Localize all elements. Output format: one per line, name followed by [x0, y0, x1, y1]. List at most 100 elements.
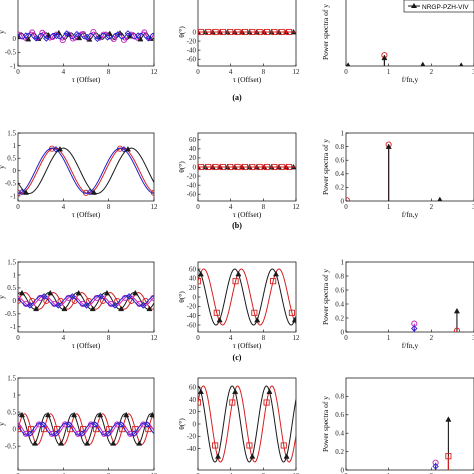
series-marker-red: [198, 28, 204, 36]
y-tick-label: 0: [341, 197, 345, 205]
x-tick-label: 12: [151, 68, 159, 76]
series-marker-red: [229, 399, 236, 406]
y-axis-label: y: [0, 165, 6, 169]
series-marker-blue: [139, 302, 147, 309]
y-tick-label: -60: [187, 191, 197, 199]
y-tick-label: 0.8: [335, 272, 344, 280]
series-marker-black: [272, 270, 280, 277]
series-marker-black: [249, 453, 256, 459]
stem-marker-black: [385, 143, 392, 149]
series-marker-blue: [73, 30, 81, 38]
x-tick-label: 0: [16, 472, 20, 474]
y-axis-label: Power spectra of y: [321, 269, 330, 325]
series-marker-magenta: [69, 35, 77, 42]
axes-frame: [17, 132, 155, 202]
series-marker-black: [123, 411, 130, 418]
series-marker-red: [232, 278, 239, 285]
y-tick-label: 0.8: [335, 143, 344, 151]
x-tick-label: 8: [107, 203, 111, 211]
series-marker-red: [270, 278, 277, 285]
x-tick-label: 4: [229, 203, 233, 211]
series-marker-red: [249, 28, 256, 36]
series-marker-blue: [120, 146, 128, 153]
series-marker-magenta: [59, 37, 66, 44]
series-marker-blue: [78, 430, 86, 437]
series-marker-black: [58, 440, 65, 446]
panel-r1-c0: 0 4 8 12 1.5 1 0.5 0 -0.5 -1 τ (Offset) y: [0, 129, 158, 219]
y-axis-label: Power spectra of y: [321, 139, 330, 195]
x-tick-label: 12: [293, 472, 301, 474]
x-tick-label: 2: [430, 334, 434, 342]
y-tick-label: 1.5: [7, 374, 16, 382]
x-tick-label: 2: [430, 203, 434, 211]
series-marker-red: [256, 163, 263, 171]
stem-marker-black: [453, 307, 460, 314]
caption-b: (b): [232, 221, 242, 230]
stem-marker-black: [381, 54, 388, 61]
series-marker-red: [212, 442, 219, 449]
x-tick-label: 0: [16, 203, 20, 211]
data-layer: [198, 163, 296, 171]
series-marker-black: [76, 34, 83, 41]
y-tick-label: -0.5: [5, 180, 17, 188]
data-layer: [432, 416, 452, 470]
x-axis-label: f/fn,y: [402, 341, 419, 350]
y-tick-label: 0.4: [335, 170, 344, 178]
legend: NRGP-PZH-VIV: [403, 0, 474, 13]
series-line-blue: [18, 422, 154, 436]
x-axis-label: f/fn,y: [402, 75, 419, 84]
y-axis-label: y: [0, 422, 6, 426]
caption-a: (a): [232, 93, 242, 102]
y-tick-label: -20: [187, 37, 197, 45]
x-tick-label: 0: [196, 472, 200, 474]
x-tick-label: 12: [151, 472, 159, 474]
x-tick-label: 0: [196, 203, 200, 211]
series-marker-magenta: [110, 35, 117, 43]
series-marker-black: [90, 189, 97, 195]
y-tick-label: -20: [187, 433, 197, 441]
data-layer: [18, 289, 154, 312]
y-tick-label: 0: [193, 28, 197, 36]
panel-r1-c2: 0 1 2 3 1 0.8 0.6 0.4 0.2 0 f/fn,y Power spectra of…: [321, 129, 474, 219]
series-marker-blue: [69, 293, 76, 300]
data-layer: [18, 28, 154, 44]
panel-r0-c1: 0 4 8 120-20-40-60τ (Offset)θ(°): [177, 0, 300, 84]
data-layer: [198, 268, 296, 326]
series-marker-black: [132, 289, 139, 296]
series-marker-blue: [39, 421, 47, 428]
series-marker-blue: [52, 430, 60, 437]
y-tick-label: 0.8: [335, 393, 344, 401]
y-axis-label: θ(°): [177, 418, 186, 430]
panel-r2-c2: 0 1 2 3 1 0.8 0.6 0.4 0.2 0 f/fn,y Power spectra of…: [321, 258, 474, 350]
y-tick-label: -1: [10, 62, 16, 70]
y-tick-label: 0.4: [335, 430, 344, 438]
series-marker-black: [232, 388, 239, 394]
series-marker-black: [45, 411, 52, 418]
series-marker-black: [31, 440, 39, 446]
y-tick-label: 0: [13, 35, 17, 43]
series-marker-black: [266, 388, 273, 394]
series-marker-red: [246, 442, 253, 449]
y-axis-label: y: [0, 30, 6, 34]
x-tick-label: 8: [262, 203, 266, 211]
x-tick-label: 1: [387, 68, 391, 76]
series-marker-black: [47, 289, 54, 296]
x-tick-label: 4: [229, 334, 233, 342]
stem-marker-red: [453, 327, 460, 332]
y-tick-label: -1: [10, 192, 16, 200]
x-tick-label: 4: [62, 68, 66, 76]
y-tick-label: -0.5: [5, 49, 17, 57]
series-marker-blue: [32, 35, 40, 42]
series-marker-blue: [145, 35, 152, 42]
axes-frame: [17, 261, 155, 333]
y-tick-label: 0.5: [7, 284, 16, 292]
series-marker-black: [18, 289, 25, 296]
y-tick-label: 60: [189, 384, 197, 392]
series-marker-red: [212, 28, 219, 36]
series-marker-blue: [114, 31, 121, 38]
series-marker-red: [280, 442, 287, 449]
series-marker-blue: [124, 30, 132, 37]
axes-frame: [17, 377, 155, 471]
series-marker-black: [33, 305, 40, 312]
series-marker-red: [212, 163, 219, 171]
